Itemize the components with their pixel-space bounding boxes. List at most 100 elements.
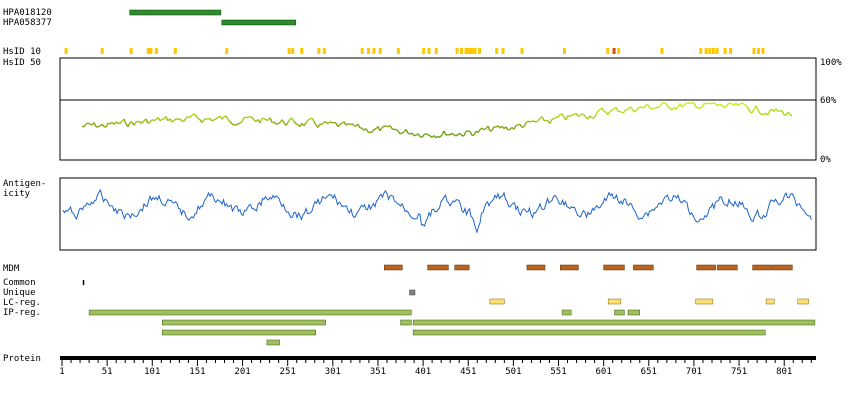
feature-tracks — [82, 264, 816, 346]
hsid10-tick-30 — [501, 48, 505, 54]
hsid50-seg — [275, 122, 279, 125]
hsid50-seg — [731, 103, 735, 106]
ip-segment-9 — [266, 339, 280, 346]
hsid50-seg — [683, 102, 687, 106]
mdm-segment-9 — [752, 264, 772, 271]
hsid50-seg — [197, 117, 201, 121]
hsid50-seg — [211, 119, 215, 122]
axis-tick-label: 151 — [189, 367, 205, 377]
hsid50-seg — [769, 108, 773, 111]
hsid10-tick-31 — [520, 48, 524, 54]
hsid50-seg — [399, 132, 403, 135]
hsid50-seg — [85, 122, 89, 125]
hsid50-seg — [553, 116, 557, 120]
hsid50-seg — [107, 122, 111, 125]
hsid50-seg — [381, 125, 385, 129]
hsid50-seg — [705, 102, 709, 105]
axis-tick-label: 451 — [460, 367, 476, 377]
hsid50-seg — [305, 119, 309, 124]
hsid50-seg — [99, 123, 103, 127]
hsid50-seg — [161, 118, 165, 121]
hsid50-seg — [437, 135, 441, 138]
hsid50-seg — [173, 117, 177, 122]
mdm-segment-2 — [454, 264, 470, 271]
hsid50-seg — [247, 115, 251, 119]
hsid50-seg — [597, 109, 601, 112]
hsid50-seg — [311, 117, 315, 122]
hsid50-seg — [271, 121, 275, 124]
hsid50-seg — [649, 107, 653, 110]
mdm-segment-5 — [603, 264, 625, 271]
hsid50-seg — [659, 102, 663, 107]
hsid50-seg — [123, 118, 127, 125]
axis-tick-label: 51 — [102, 367, 113, 377]
hsid50-seg — [83, 123, 87, 128]
hsid50-seg — [225, 115, 229, 120]
lc-segment-2 — [695, 298, 714, 305]
hsid50-seg — [183, 117, 187, 122]
hsid50-seg — [151, 119, 155, 122]
hsid50-seg — [325, 121, 329, 125]
mdm-segment-6 — [633, 264, 654, 271]
hsid10-tick-46 — [761, 48, 765, 54]
axis-tick-label: 251 — [280, 367, 296, 377]
hsid50-seg — [259, 118, 263, 124]
mdm-segment-1 — [427, 264, 449, 271]
mdm-segment-7 — [696, 264, 716, 271]
hsid50-curve — [81, 102, 793, 139]
hsid50-seg — [431, 135, 435, 138]
hsid50-seg — [285, 121, 289, 126]
hsid10-tick-7 — [225, 48, 229, 54]
hsid50-seg — [357, 123, 361, 129]
hsid50-seg — [767, 109, 771, 116]
hsid50-seg — [145, 118, 149, 124]
hsid50-seg — [657, 105, 661, 109]
hsid50-seg — [569, 114, 573, 117]
axis-tick-label: 551 — [550, 367, 566, 377]
hsid50-seg — [263, 117, 267, 121]
hsid50-seg — [371, 129, 375, 133]
hsid50-seg — [227, 118, 231, 123]
hsid50-seg — [473, 130, 477, 136]
hsid50-seg — [487, 125, 491, 132]
ip-segment-7 — [161, 329, 316, 336]
axis-tick-label: 801 — [776, 367, 792, 377]
hsid50-seg — [653, 106, 657, 109]
hsid10-tick-18 — [422, 48, 426, 54]
hsid50-frame — [59, 57, 817, 161]
hsid10-tick-10 — [300, 48, 304, 54]
hsid50-seg — [397, 130, 401, 135]
hsid50-seg — [527, 120, 531, 123]
hsid50-seg — [97, 125, 101, 128]
hsid50-seg — [231, 123, 235, 126]
lc-segment-4 — [797, 298, 809, 305]
hsid50-seg — [459, 132, 463, 137]
ip-segment-3 — [627, 309, 641, 316]
hsid50-seg — [633, 110, 637, 113]
hsid50-seg — [295, 123, 299, 126]
hsid50-seg — [681, 104, 685, 108]
hsid50-seg — [469, 131, 473, 136]
axis-tick-label: 351 — [370, 367, 386, 377]
hsid50-seg — [741, 102, 745, 105]
feature-label-common: Common — [3, 278, 36, 288]
hsid50-seg — [277, 121, 281, 125]
hsid50-seg — [607, 111, 611, 116]
hsid50-seg — [411, 132, 415, 137]
hsid50-seg — [523, 122, 527, 128]
hsid50-seg — [713, 102, 717, 105]
pct-0-label: 0% — [820, 155, 831, 165]
hsid50-seg — [525, 120, 529, 124]
hsid50-seg — [647, 104, 651, 109]
hsid50-seg — [695, 106, 699, 110]
hsid50-seg — [319, 123, 323, 126]
hsid50-seg — [481, 127, 485, 131]
hsid50-seg — [623, 108, 627, 113]
hsid10-tick-36 — [660, 48, 664, 54]
hsid50-seg — [589, 115, 593, 119]
hsid50-seg — [601, 107, 605, 112]
hsid50-seg — [595, 110, 599, 116]
axis-tick-label: 501 — [505, 367, 521, 377]
hsid10-tick-9 — [291, 48, 295, 54]
